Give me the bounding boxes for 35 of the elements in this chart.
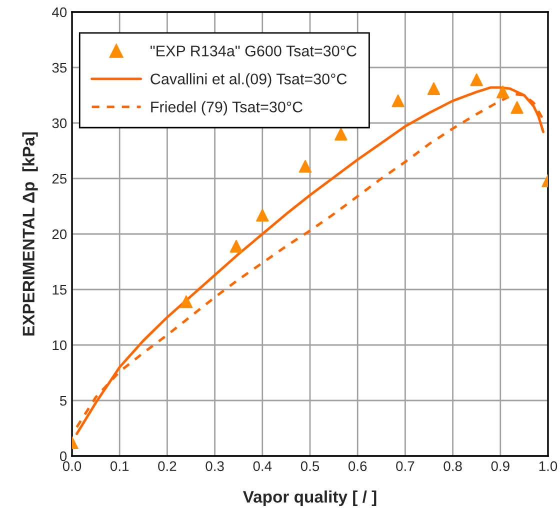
y-tick-label: 35 — [52, 62, 67, 73]
y-tick-label: 30 — [52, 118, 67, 128]
point — [298, 160, 312, 173]
x-tick-label: 0.2 — [158, 461, 176, 472]
point — [496, 86, 510, 98]
y-tick-label: 0 — [60, 451, 67, 462]
y-tick-label: 20 — [52, 229, 67, 240]
y-tick-label: 40 — [52, 7, 67, 18]
x-tick-label: 0.5 — [300, 461, 320, 472]
x-axis-title: Vapor quality [ / ] — [242, 490, 376, 506]
x-tick-label: 0.8 — [444, 461, 462, 472]
x-tick-label: 0.1 — [110, 461, 129, 472]
point — [392, 94, 404, 108]
point — [230, 240, 243, 253]
point — [256, 208, 269, 222]
x-tick-label: 0.3 — [206, 461, 224, 472]
point — [510, 101, 524, 114]
point — [470, 73, 483, 86]
legend-label: "EXP R134a" G600 Tsat=30°C — [150, 46, 356, 56]
y-tick-label: 5 — [60, 396, 67, 406]
y-tick-label: 25 — [52, 174, 67, 184]
x-tick-label: 0.4 — [253, 461, 272, 472]
legend-label: Friedel (79) Tsat=30°C — [151, 101, 302, 116]
point — [180, 295, 193, 308]
x-tick-label: 0.6 — [348, 461, 367, 472]
y-tick-label: 10 — [52, 340, 67, 350]
legend-label: Cavallini et al.(09) Tsat=30°C — [150, 73, 347, 88]
x-tick-label: 0.7 — [396, 461, 414, 472]
x-tick-label: 0.0 — [62, 461, 82, 472]
point — [334, 128, 348, 140]
x-tick-label: 0.9 — [491, 461, 510, 472]
point — [427, 82, 440, 95]
y-tick-label: 15 — [52, 284, 67, 295]
x-tick-label: 1.0 — [539, 461, 558, 472]
y-axis-title: EXPERIMENTAL Δp [kPa] — [22, 132, 38, 336]
